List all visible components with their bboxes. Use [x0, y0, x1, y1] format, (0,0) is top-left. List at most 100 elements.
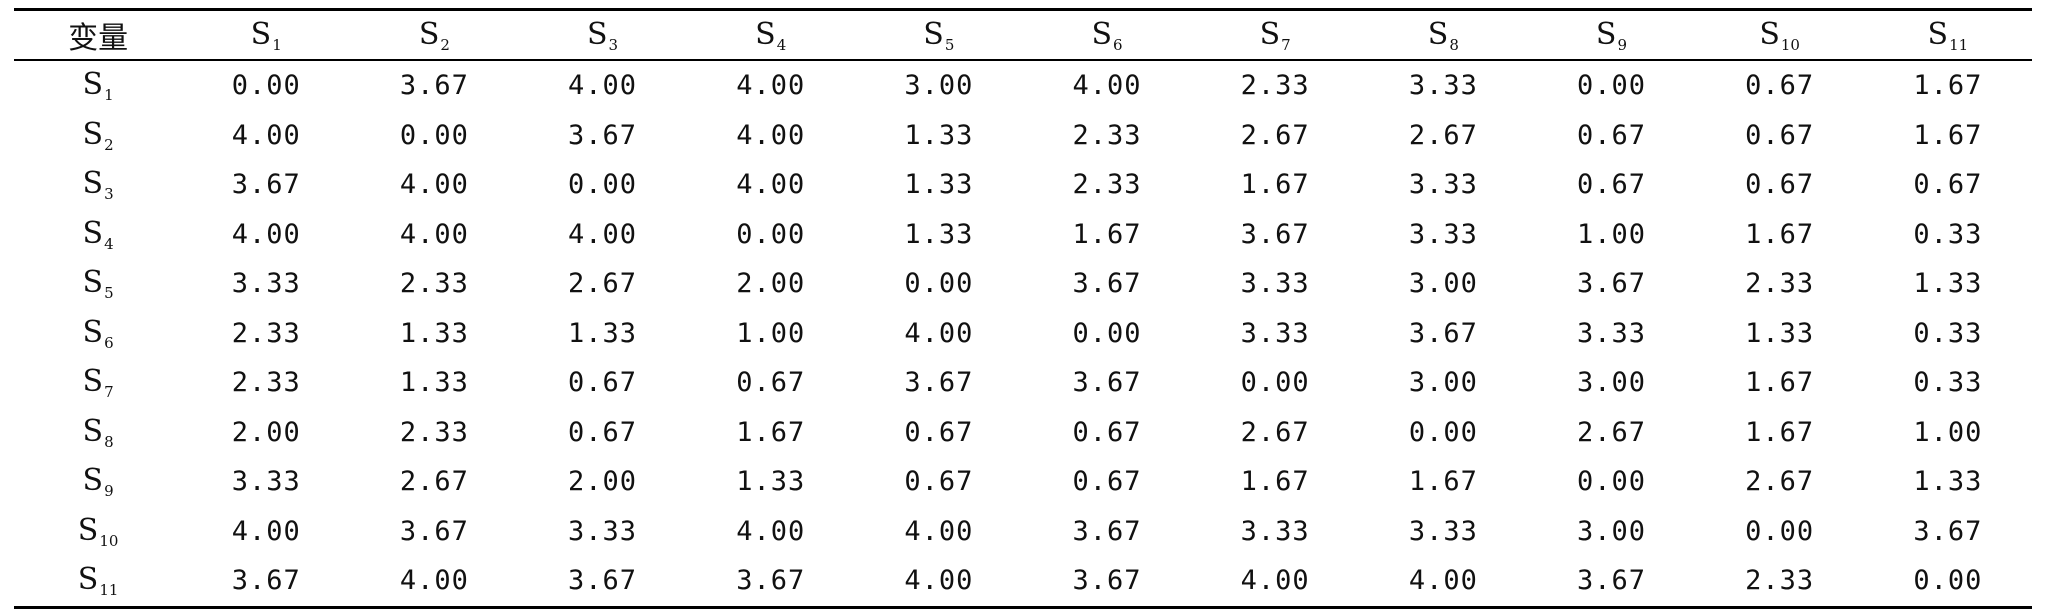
matrix-cell: 3.00 [1408, 367, 1478, 399]
column-header-s8: S8 [1359, 10, 1527, 61]
matrix-cell: 0.67 [568, 416, 638, 448]
table-row: S3 3.67 4.00 0.00 4.00 1.33 2.33 1.67 3.33 0.67 0.… [14, 160, 2032, 210]
column-header-subscript: 4 [776, 35, 787, 54]
column-header-s10: S10 [1696, 10, 1864, 61]
column-header-subscript: 9 [1617, 35, 1628, 54]
row-header-subscript: 5 [104, 284, 114, 303]
matrix-cell: 0.00 [1745, 515, 1815, 547]
row-header-subscript: 3 [104, 185, 114, 204]
matrix-cell: 3.33 [1576, 317, 1646, 349]
matrix-cell: 2.33 [399, 268, 469, 300]
matrix-cell: 2.33 [1072, 119, 1142, 151]
matrix-cell: 1.33 [399, 317, 469, 349]
row-header-subscript: 11 [99, 581, 119, 600]
matrix-cell: 1.33 [399, 367, 469, 399]
matrix-cell: 2.33 [231, 317, 301, 349]
column-header-label: S10 [1759, 17, 1800, 54]
row-header-label: S6 [83, 315, 114, 352]
row-header-base: S [82, 463, 104, 499]
matrix-cell: 1.67 [1745, 416, 1815, 448]
matrix-cell: 4.00 [1240, 565, 1310, 597]
matrix-cell: 4.00 [231, 515, 301, 547]
matrix-cell: 0.33 [1913, 218, 1983, 250]
matrix-cell: 0.00 [1576, 70, 1646, 102]
column-header-subscript: 11 [1949, 35, 1969, 54]
row-header-label: S1 [83, 67, 114, 104]
column-header-label: S6 [1091, 17, 1122, 54]
matrix-cell: 3.67 [399, 515, 469, 547]
matrix-cell: 0.67 [1072, 466, 1142, 498]
matrix-cell: 0.00 [568, 169, 638, 201]
row-header-subscript: 2 [104, 135, 114, 154]
matrix-cell: 0.67 [904, 416, 974, 448]
column-header-label: S4 [755, 17, 786, 54]
column-header-subscript: 8 [1449, 35, 1459, 54]
column-header-subscript: 7 [1281, 35, 1291, 54]
table-header-row: 变量 S1 S2 S3 S4 S5 S6 S7 S8 S9 S10 S11 [14, 9, 2032, 61]
matrix-cell: 2.00 [231, 416, 301, 448]
matrix-cell: 2.00 [568, 466, 638, 498]
matrix-cell: 1.67 [1072, 218, 1142, 250]
matrix-cell: 1.33 [736, 466, 806, 498]
row-header-s1: S1 [14, 60, 182, 111]
row-header-s2: S2 [14, 111, 182, 161]
row-header-label: S5 [83, 265, 114, 302]
matrix-cell: 4.00 [231, 218, 301, 250]
row-header-s9: S9 [14, 457, 182, 507]
matrix-cell: 3.67 [231, 169, 301, 201]
matrix-cell: 1.67 [1408, 466, 1478, 498]
row-header-subscript: 6 [104, 333, 114, 352]
matrix-cell: 4.00 [904, 565, 974, 597]
matrix-cell: 3.33 [1408, 70, 1478, 102]
matrix-cell: 0.00 [1576, 466, 1646, 498]
matrix-cell: 0.33 [1913, 367, 1983, 399]
matrix-cell: 2.67 [1240, 119, 1310, 151]
matrix-cell: 3.33 [568, 515, 638, 547]
matrix-cell: 3.67 [1913, 515, 1983, 547]
matrix-cell: 4.00 [399, 169, 469, 201]
matrix-table-container: 变量 S1 S2 S3 S4 S5 S6 S7 S8 S9 S10 S11 S1 0.00 3.67 4.… [14, 8, 2032, 609]
column-header-base: S [1759, 16, 1780, 52]
column-header-label: S1 [251, 17, 282, 54]
column-header-base: S [923, 16, 944, 52]
column-header-label: S8 [1428, 17, 1459, 54]
matrix-cell: 2.33 [1072, 169, 1142, 201]
matrix-cell: 4.00 [736, 70, 806, 102]
row-header-subscript: 9 [104, 482, 114, 501]
row-header-s11: S11 [14, 556, 182, 607]
column-header-base: S [1927, 16, 1949, 52]
row-header-s3: S3 [14, 160, 182, 210]
matrix-cell: 3.33 [231, 466, 301, 498]
table-row: S10 4.00 3.67 3.33 4.00 4.00 3.67 3.33 3.33 3.00 0… [14, 507, 2032, 557]
matrix-cell: 0.67 [1072, 416, 1142, 448]
column-header-subscript: 1 [272, 35, 282, 54]
row-header-label: S4 [83, 216, 114, 253]
row-header-base: S [77, 562, 99, 598]
matrix-cell: 3.67 [231, 565, 301, 597]
matrix-cell: 3.67 [1240, 218, 1310, 250]
corner-header: 变量 [68, 21, 129, 56]
table-row: S1 0.00 3.67 4.00 4.00 3.00 4.00 2.33 3.33 0.00 0.… [14, 60, 2032, 111]
row-header-base: S [82, 413, 104, 449]
matrix-cell: 1.67 [736, 416, 806, 448]
table-row: S9 3.33 2.67 2.00 1.33 0.67 0.67 1.67 1.67 0.00 2.… [14, 457, 2032, 507]
matrix-cell: 1.33 [904, 218, 974, 250]
distance-matrix-table: 变量 S1 S2 S3 S4 S5 S6 S7 S8 S9 S10 S11 S1 0.00 3.67 4.… [14, 8, 2032, 609]
matrix-cell: 4.00 [568, 218, 638, 250]
matrix-cell: 3.67 [1072, 367, 1142, 399]
matrix-cell: 3.00 [1576, 515, 1646, 547]
matrix-cell: 1.67 [1913, 119, 1983, 151]
column-header-label: S2 [419, 17, 450, 54]
matrix-cell: 2.67 [1576, 416, 1646, 448]
column-header-subscript: 6 [1113, 35, 1123, 54]
matrix-cell: 2.67 [399, 466, 469, 498]
matrix-cell: 1.00 [1576, 218, 1646, 250]
column-header-s2: S2 [350, 10, 518, 61]
column-header-base: S [1427, 16, 1449, 52]
column-header-subscript: 5 [944, 35, 955, 54]
matrix-cell: 0.67 [1576, 119, 1646, 151]
matrix-cell: 0.67 [904, 466, 974, 498]
column-header-base: S [1595, 16, 1617, 52]
table-row: S2 4.00 0.00 3.67 4.00 1.33 2.33 2.67 2.67 0.67 0.… [14, 111, 2032, 161]
row-header-s4: S4 [14, 210, 182, 260]
